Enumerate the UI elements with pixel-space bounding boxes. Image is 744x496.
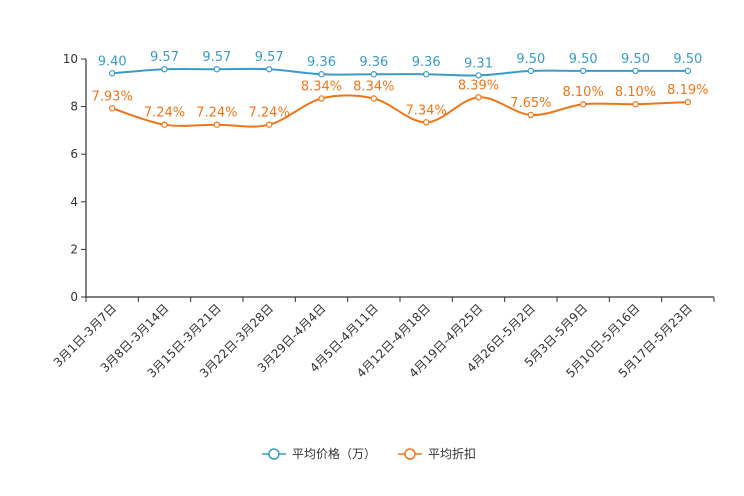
legend-marker-icon <box>268 448 280 460</box>
data-point <box>265 121 273 128</box>
data-point <box>527 111 535 119</box>
legend-item-avg-discount: 平均折扣 <box>398 446 476 461</box>
data-point <box>475 94 482 101</box>
data-label: 9.50 <box>621 52 650 67</box>
series-line <box>111 94 688 128</box>
data-label: 7.24% <box>196 106 237 121</box>
data-point <box>632 67 639 75</box>
data-point <box>579 101 587 108</box>
series-avg-price: 9.40 9.57 9.57 9.57 9.36 9.36 9.36 9.31 9.50 9.50… <box>98 50 702 79</box>
data-label: 9.36 <box>307 55 336 70</box>
data-point <box>161 121 168 128</box>
data-label: 9.50 <box>516 52 545 67</box>
data-point <box>213 66 221 73</box>
data-point <box>318 71 325 78</box>
legend-marker-icon <box>404 448 416 460</box>
data-label: 7.93% <box>92 89 133 104</box>
data-label: 8.10% <box>563 85 604 100</box>
legend-label: 平均折扣 <box>428 446 476 461</box>
data-point <box>265 66 273 73</box>
data-label: 9.57 <box>202 50 231 65</box>
data-point <box>108 105 116 112</box>
legend: 平均价格（万） 平均折扣 <box>262 446 476 461</box>
y-tick-label: 10 <box>63 52 78 66</box>
y-tick-label: 6 <box>70 147 78 161</box>
y-tick-label: 4 <box>70 195 78 209</box>
data-label: 7.34% <box>406 103 447 118</box>
y-axis: 0 2 4 6 8 10 <box>63 52 87 304</box>
data-label: 9.31 <box>464 56 493 71</box>
data-label: 9.50 <box>673 52 702 67</box>
data-point <box>684 67 692 75</box>
data-label: 9.36 <box>359 55 388 70</box>
data-label: 8.34% <box>353 80 394 95</box>
legend-label: 平均价格（万） <box>292 446 376 461</box>
data-point <box>108 70 116 77</box>
x-axis: 3月1日-3月7日3月8日-3月14日3月15日-3月21日3月22日-3月28… <box>51 296 715 381</box>
data-label: 9.36 <box>412 55 441 70</box>
y-tick-label: 2 <box>70 242 78 256</box>
data-point <box>370 95 378 102</box>
legend-item-avg-price: 平均价格（万） <box>262 446 376 461</box>
data-point <box>422 119 430 126</box>
series-avg-discount: 7.93% 7.24% 7.24% 7.24% 8.34% 8.34% 7.34% 8.39%… <box>92 78 708 128</box>
data-label: 9.40 <box>98 54 127 69</box>
data-point <box>579 67 587 75</box>
data-label: 9.57 <box>150 50 179 65</box>
data-point <box>161 66 168 73</box>
data-label: 8.10% <box>615 85 656 100</box>
data-point <box>527 67 535 75</box>
series-layer: 9.40 9.57 9.57 9.57 9.36 9.36 9.36 9.31 9.50 9.50… <box>92 50 708 128</box>
data-label: 8.39% <box>458 78 499 93</box>
data-point <box>213 121 221 128</box>
data-label: 9.57 <box>255 50 284 65</box>
data-point <box>632 101 639 108</box>
series-line <box>112 67 688 77</box>
data-point <box>318 95 325 102</box>
data-label: 7.24% <box>249 106 290 121</box>
y-tick-label: 0 <box>70 290 78 304</box>
data-label: 7.24% <box>144 106 185 121</box>
data-label: 7.65% <box>510 96 551 111</box>
data-point <box>684 98 692 106</box>
data-label: 8.34% <box>301 80 342 95</box>
data-label: 8.19% <box>667 83 708 98</box>
data-point <box>475 72 482 79</box>
data-point <box>370 71 378 78</box>
y-tick-label: 8 <box>70 100 78 114</box>
data-label: 9.50 <box>569 52 598 67</box>
data-point <box>422 71 430 78</box>
